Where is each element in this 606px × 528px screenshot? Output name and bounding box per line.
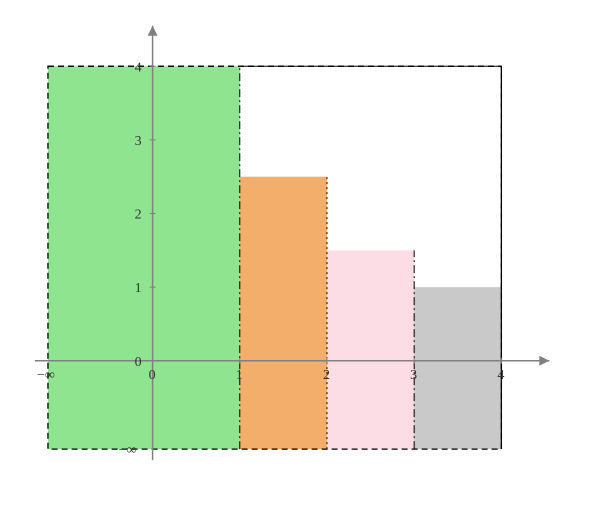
svg-text:1: 1 <box>236 368 243 383</box>
svg-text:2: 2 <box>323 368 330 383</box>
svg-text:2: 2 <box>135 208 142 223</box>
svg-text:4: 4 <box>135 60 142 75</box>
svg-text:3: 3 <box>135 134 142 149</box>
svg-text:−∞: −∞ <box>37 368 55 383</box>
figure-container: 0 1 2 3 4 0 1 2 3 4 −∞ −∞ <box>0 0 606 528</box>
svg-text:1: 1 <box>135 281 142 296</box>
svg-text:−∞: −∞ <box>119 443 137 458</box>
region-S4 <box>48 66 240 449</box>
region-S1 <box>414 287 501 449</box>
region-S2 <box>327 250 414 449</box>
region-S3 <box>240 177 327 449</box>
svg-text:0: 0 <box>135 355 142 370</box>
partition-diagram: 0 1 2 3 4 0 1 2 3 4 −∞ −∞ <box>0 0 606 528</box>
svg-text:4: 4 <box>497 368 504 383</box>
svg-text:3: 3 <box>410 368 417 383</box>
svg-text:0: 0 <box>149 368 156 383</box>
